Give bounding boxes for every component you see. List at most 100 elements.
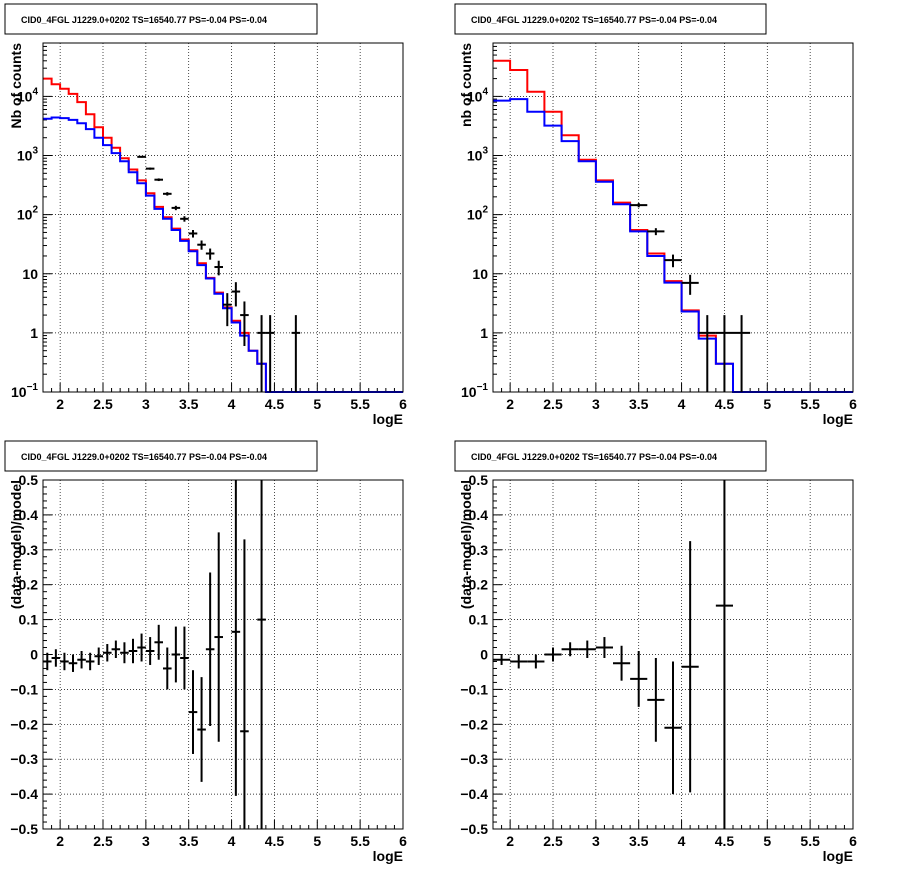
x-tick-label: 4 xyxy=(228,833,236,849)
data-point xyxy=(171,626,181,683)
y-tick-label: 0.4 xyxy=(19,507,39,523)
data-point xyxy=(647,657,665,742)
data-point xyxy=(94,647,103,665)
chart-title: CID0_4FGL J1229.0+0202 TS=16540.77 PS=-0… xyxy=(4,440,318,472)
data-point xyxy=(681,274,699,295)
y-tick-label: 1 xyxy=(30,325,38,341)
data-point xyxy=(137,633,146,662)
x-tick-label: 5.5 xyxy=(800,833,820,849)
data-point xyxy=(103,644,112,662)
data-point xyxy=(231,480,241,796)
data-points xyxy=(43,480,266,829)
y-tick-label: 10−1 xyxy=(461,382,488,400)
x-tick-label: 5 xyxy=(763,396,771,412)
grid-lines xyxy=(493,43,853,392)
data-point xyxy=(137,155,146,158)
plot-frame xyxy=(492,42,854,393)
data-point xyxy=(647,228,665,236)
y-tick-label: −0.3 xyxy=(10,751,38,767)
x-axis-label: logE xyxy=(373,411,403,427)
y-tick-label: 0.3 xyxy=(19,542,39,558)
data-point xyxy=(265,315,275,392)
data-point xyxy=(171,205,181,211)
y-tick-label: 0 xyxy=(30,647,38,663)
x-tick-label: 6 xyxy=(849,833,857,849)
y-axis-label: (data-model)/model xyxy=(8,480,24,609)
y-tick-label: 0.2 xyxy=(469,577,489,593)
data-points xyxy=(493,480,733,829)
data-point xyxy=(630,651,648,707)
x-tick-label: 2.5 xyxy=(543,396,563,412)
data-point xyxy=(85,652,95,671)
data-point xyxy=(154,624,163,660)
data-point xyxy=(205,572,215,727)
x-tick-label: 4 xyxy=(678,833,686,849)
data-point xyxy=(733,315,751,392)
x-tick-label: 5.5 xyxy=(800,396,820,412)
data-points xyxy=(137,155,301,392)
x-tick-label: 6 xyxy=(399,833,407,849)
x-axis-label: logE xyxy=(823,848,853,864)
x-tick-label: 3.5 xyxy=(629,833,649,849)
y-tick-label: 1 xyxy=(480,325,488,341)
plot-frame xyxy=(42,479,404,830)
x-tick-label: 5 xyxy=(763,833,771,849)
y-tick-label: 10 xyxy=(22,266,38,282)
data-point xyxy=(681,541,699,793)
series-blue-step xyxy=(493,98,853,393)
y-axis-label: Nb of counts xyxy=(8,43,24,129)
x-tick-label: 3.5 xyxy=(179,833,199,849)
y-tick-label: 102 xyxy=(17,205,39,223)
x-tick-label: 3 xyxy=(592,833,600,849)
axis-ticks xyxy=(492,479,854,830)
chart-title-text: CID0_4FGL J1229.0+0202 TS=16540.77 PS=-0… xyxy=(471,15,717,25)
x-tick-label: 5 xyxy=(313,833,321,849)
x-tick-label: 4.5 xyxy=(715,833,735,849)
chart-title-text: CID0_4FGL J1229.0+0202 TS=16540.77 PS=-0… xyxy=(21,452,267,462)
series-red-step xyxy=(43,77,403,393)
y-tick-label: 0.2 xyxy=(19,577,39,593)
data-point xyxy=(197,677,206,782)
y-tick-label: −0.1 xyxy=(10,681,38,697)
x-tick-label: 2 xyxy=(506,396,514,412)
y-tick-label: 0.1 xyxy=(19,612,39,628)
chart-panel-2: CID0_4FGL J1229.0+0202 TS=16540.77 PS=-0… xyxy=(454,3,857,427)
data-point xyxy=(231,282,241,307)
data-point xyxy=(257,315,266,392)
axis-ticks xyxy=(492,42,854,393)
x-tick-label: 4.5 xyxy=(265,396,285,412)
data-point xyxy=(510,654,528,669)
x-tick-label: 2.5 xyxy=(93,833,113,849)
grid-lines xyxy=(43,43,403,392)
y-tick-label: 104 xyxy=(467,86,489,104)
data-point xyxy=(111,640,121,658)
chart-title: CID0_4FGL J1229.0+0202 TS=16540.77 PS=-0… xyxy=(454,440,767,472)
x-tick-label: 2 xyxy=(56,833,64,849)
x-tick-label: 4 xyxy=(228,396,236,412)
x-tick-label: 5.5 xyxy=(350,396,370,412)
chart-title: CID0_4FGL J1229.0+0202 TS=16540.77 PS=-0… xyxy=(454,3,767,35)
y-tick-label: 0.4 xyxy=(469,507,489,523)
chart-title-text: CID0_4FGL J1229.0+0202 TS=16540.77 PS=-0… xyxy=(471,452,717,462)
axis-ticks xyxy=(42,479,404,830)
data-point xyxy=(223,293,232,327)
x-tick-label: 3.5 xyxy=(179,396,199,412)
data-point xyxy=(257,480,266,829)
data-points xyxy=(630,203,751,392)
x-tick-label: 3 xyxy=(142,833,150,849)
data-point xyxy=(613,645,631,681)
data-point xyxy=(60,652,69,671)
y-tick-label: 104 xyxy=(17,86,39,104)
x-tick-label: 6 xyxy=(849,396,857,412)
data-point xyxy=(154,178,163,182)
x-tick-label: 6 xyxy=(399,396,407,412)
y-tick-label: −0.5 xyxy=(460,821,488,837)
chart-panel-3: CID0_4FGL J1229.0+0202 TS=16540.77 PS=-0… xyxy=(4,440,407,864)
plot-frame xyxy=(42,42,404,393)
data-point xyxy=(180,216,189,222)
y-tick-label: 0.3 xyxy=(469,542,489,558)
y-tick-label: 0.5 xyxy=(469,472,489,488)
data-point xyxy=(128,638,138,664)
data-point xyxy=(214,260,223,276)
